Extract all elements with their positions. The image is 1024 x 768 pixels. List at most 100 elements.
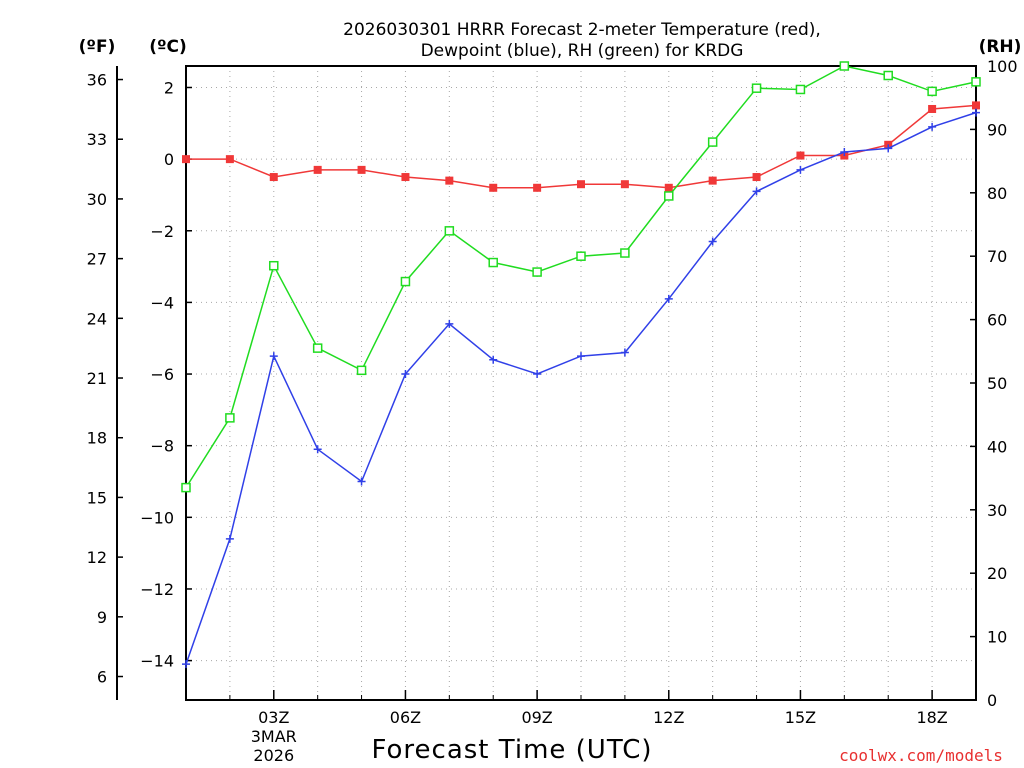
temperature-point (752, 173, 761, 182)
dewpoint-point (884, 144, 893, 153)
dewpoint-point (928, 122, 937, 131)
rh-point (971, 77, 981, 87)
temperature-point (620, 180, 629, 189)
dewpoint-point (401, 370, 410, 379)
rh-point (751, 83, 762, 93)
rh-point (839, 61, 850, 71)
x-year-label: 2026 (253, 746, 294, 765)
temperature-point (313, 165, 322, 174)
temperature-point (533, 183, 542, 192)
celsius-unit-label: (ºC) (149, 37, 187, 57)
celsius-tick-label: −2 (150, 222, 174, 241)
rh-point (532, 267, 542, 277)
fahrenheit-tick-label: 15 (87, 488, 107, 507)
dewpoint-point (577, 352, 585, 361)
dewpoint-point (708, 237, 717, 246)
temperature-point (489, 183, 498, 192)
temperature-point (445, 176, 454, 185)
fahrenheit-tick-label: 30 (87, 190, 107, 209)
fahrenheit-tick-label: 21 (87, 369, 107, 388)
rh-tick-label: 100 (987, 57, 1018, 76)
rh-point (312, 343, 323, 353)
celsius-tick-label: 0 (164, 150, 174, 169)
celsius-tick-label: −10 (140, 508, 174, 527)
dewpoint-point (225, 534, 234, 543)
rh-point (400, 276, 411, 287)
dewpoint-series (182, 108, 980, 669)
dewpoint-point (313, 445, 322, 454)
x-tick-label: 03Z (258, 708, 289, 727)
x-tick-label: 18Z (916, 708, 947, 727)
dewpoint-point (182, 660, 190, 669)
fahrenheit-tick-label: 24 (87, 309, 107, 328)
rh-point (269, 260, 279, 271)
rh-point (883, 70, 893, 81)
fahrenheit-tick-label: 18 (87, 429, 107, 448)
dewpoint-point (752, 187, 761, 196)
x-tick-label: 06Z (390, 708, 421, 727)
rh-unit-label: (RH) (979, 37, 1022, 57)
rh-point (356, 365, 367, 376)
credit-link[interactable]: coolwx.com/models (839, 746, 1003, 765)
fahrenheit-tick-label: 36 (87, 71, 107, 90)
rh-point (488, 257, 498, 268)
x-axis-label: Forecast Time (UTC) (371, 735, 652, 765)
dewpoint-point (489, 355, 498, 364)
rh-tick-label: 40 (987, 437, 1007, 456)
axes-layer: 3633302724211815129620−2−4−6−8−10−12−141… (87, 57, 1018, 765)
x-tick-label: 12Z (653, 708, 684, 727)
rh-point (444, 226, 455, 236)
rh-tick-label: 10 (987, 628, 1007, 647)
temperature-point (928, 104, 937, 113)
x-tick-label: 15Z (785, 708, 816, 727)
grid-layer (186, 66, 976, 700)
rh-point (225, 413, 235, 423)
fahrenheit-tick-label: 33 (87, 130, 107, 149)
fahrenheit-tick-label: 6 (97, 668, 107, 687)
dewpoint-point (445, 319, 454, 328)
fahrenheit-tick-label: 12 (87, 548, 107, 567)
rh-point (620, 248, 630, 258)
rh-point (664, 191, 674, 201)
temperature-point (796, 151, 805, 160)
dewpoint-point (357, 477, 366, 486)
rh-tick-label: 50 (987, 374, 1007, 393)
rh-tick-label: 90 (987, 120, 1007, 139)
dewpoint-point (840, 147, 849, 156)
dewpoint-point (664, 294, 673, 303)
temperature-point (664, 183, 673, 192)
rh-point (181, 482, 191, 493)
rh-tick-label: 80 (987, 184, 1007, 203)
temperature-point (577, 180, 585, 189)
chart-title-line2: Dewpoint (blue), RH (green) for KRDG (421, 41, 744, 61)
series-layer (181, 61, 981, 669)
x-tick-label: 09Z (521, 708, 552, 727)
x-date-label: 3MAR (251, 727, 297, 746)
chart-title-line1: 2026030301 HRRR Forecast 2-meter Tempera… (343, 20, 821, 40)
temperature-point (225, 155, 234, 164)
rh-tick-label: 0 (987, 691, 997, 710)
celsius-tick-label: −4 (150, 293, 174, 312)
temperature-point (269, 173, 278, 182)
rh-tick-label: 60 (987, 311, 1007, 330)
rh-point (576, 251, 586, 261)
celsius-tick-label: −14 (140, 652, 174, 671)
fahrenheit-unit-label: (ºF) (79, 37, 116, 57)
temperature-point (357, 165, 366, 174)
temperature-point (972, 101, 980, 110)
dewpoint-point (620, 348, 629, 357)
rh-tick-label: 30 (987, 501, 1007, 520)
fahrenheit-tick-label: 27 (87, 250, 107, 269)
dewpoint-point (796, 165, 805, 174)
temperature-point (182, 155, 190, 164)
rh-tick-label: 20 (987, 564, 1007, 583)
temperature-point (708, 176, 717, 185)
dewpoint-point (972, 108, 980, 117)
temperature-point (401, 173, 410, 182)
celsius-tick-label: −6 (150, 365, 174, 384)
celsius-tick-label: −12 (140, 580, 174, 599)
celsius-tick-label: 2 (164, 78, 174, 97)
rh-tick-label: 70 (987, 247, 1007, 266)
celsius-tick-label: −8 (150, 437, 174, 456)
dewpoint-point (269, 352, 278, 361)
